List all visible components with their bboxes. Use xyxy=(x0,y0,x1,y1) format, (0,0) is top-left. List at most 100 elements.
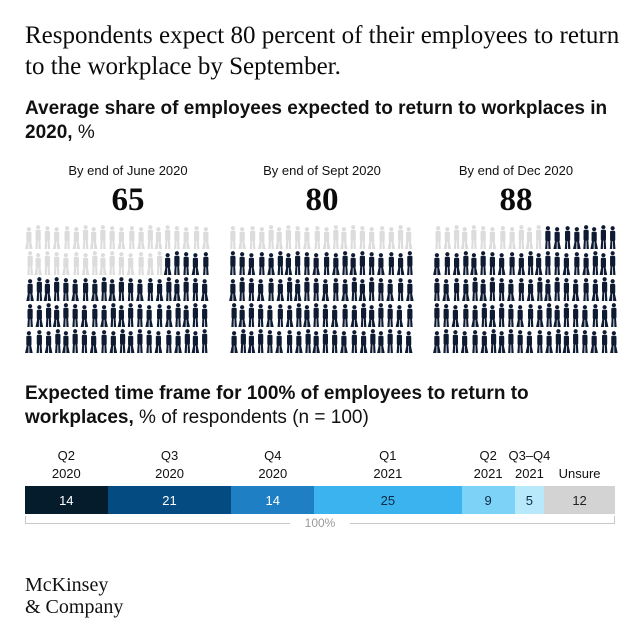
person-figure xyxy=(407,251,413,275)
person-figure xyxy=(462,279,470,301)
person-figure xyxy=(453,278,460,301)
person-figure xyxy=(331,330,338,353)
person-figure xyxy=(238,305,246,327)
person-figure xyxy=(166,277,172,301)
person-figure xyxy=(284,253,293,275)
person-figure xyxy=(147,225,154,249)
person-figure xyxy=(517,330,523,353)
person-figure xyxy=(174,226,180,249)
person-figure xyxy=(351,330,358,353)
person-figure xyxy=(592,251,599,275)
person-figure xyxy=(525,331,534,353)
person-figure xyxy=(249,226,256,249)
person-figure xyxy=(247,331,256,353)
person-figure xyxy=(155,279,164,301)
person-figure xyxy=(43,279,52,301)
person-figure xyxy=(397,225,404,249)
person-figure xyxy=(239,277,245,301)
person-figure xyxy=(156,251,163,275)
person-figure xyxy=(36,277,43,301)
person-figure xyxy=(286,330,293,353)
person-figure xyxy=(72,304,78,327)
logo-line-2: & Company xyxy=(25,596,124,618)
person-figure xyxy=(367,305,376,327)
person-figure xyxy=(368,277,375,301)
mckinsey-logo: McKinsey & Company xyxy=(25,574,123,618)
person-figure xyxy=(285,305,294,327)
person-figure xyxy=(536,305,544,327)
person-figure xyxy=(451,305,460,327)
person-figure xyxy=(350,225,356,249)
person-figure xyxy=(574,252,580,275)
bar-segment: 21 xyxy=(107,486,232,514)
person-figure xyxy=(460,227,469,249)
person-figure xyxy=(304,252,310,275)
person-figure xyxy=(488,305,497,327)
person-figure xyxy=(600,305,609,327)
person-figure xyxy=(525,227,534,249)
category-label: Q2 2021 xyxy=(474,447,503,483)
person-figure xyxy=(500,226,506,249)
person-figure xyxy=(545,251,551,275)
person-figure xyxy=(481,303,488,327)
category-label: Q2 2020 xyxy=(52,447,81,483)
person-figure xyxy=(498,278,505,301)
person-figure xyxy=(91,279,99,301)
person-figure xyxy=(608,279,617,301)
person-figure xyxy=(313,303,319,327)
category-label-line2: Unsure xyxy=(558,466,601,481)
person-figure xyxy=(434,278,440,301)
person-figure xyxy=(563,278,570,301)
person-figure xyxy=(444,252,451,275)
person-figure xyxy=(52,305,61,327)
column-label: By end of Sept 2020 xyxy=(263,163,381,178)
person-figure xyxy=(601,277,608,301)
person-figure xyxy=(53,252,60,275)
person-figure xyxy=(535,225,542,249)
person-figure xyxy=(563,303,570,327)
person-figure xyxy=(507,279,515,301)
person-figure xyxy=(146,330,152,353)
person-figure xyxy=(601,330,608,353)
person-figure xyxy=(397,278,404,301)
person-figure xyxy=(516,305,524,327)
person-figure xyxy=(118,277,125,301)
person-figure xyxy=(359,331,368,353)
person-figure xyxy=(55,329,61,353)
person-figure xyxy=(275,331,283,353)
person-figure xyxy=(63,303,69,327)
person-figure xyxy=(82,225,89,249)
person-figure xyxy=(517,253,526,275)
person-figure xyxy=(508,329,514,353)
person-figure xyxy=(321,279,330,301)
person-figure xyxy=(564,226,571,249)
person-figure xyxy=(452,253,461,275)
person-figure xyxy=(303,227,311,249)
person-figure xyxy=(562,253,571,275)
person-figure xyxy=(34,253,42,275)
person-figure xyxy=(294,251,301,275)
person-figure xyxy=(518,278,525,301)
person-figure xyxy=(257,304,264,327)
person-figure xyxy=(25,227,33,249)
person-figure xyxy=(26,279,34,301)
person-figure xyxy=(146,253,155,275)
person-figure xyxy=(463,304,469,327)
person-figure xyxy=(25,331,33,353)
category-label: Q1 2021 xyxy=(373,447,402,483)
person-figure xyxy=(119,329,126,353)
person-figure xyxy=(201,329,208,353)
person-figure xyxy=(314,226,321,249)
person-figure xyxy=(471,305,479,327)
person-figure xyxy=(472,330,478,353)
person-figure xyxy=(110,303,117,327)
person-figure xyxy=(342,304,348,327)
person-figure xyxy=(182,227,190,249)
person-figure xyxy=(388,252,395,275)
person-figure xyxy=(497,253,506,275)
category-label-line1: Q1 xyxy=(379,448,397,463)
person-figure xyxy=(117,227,126,249)
total-label: 100% xyxy=(290,516,350,530)
person-figure xyxy=(72,329,78,353)
person-figure xyxy=(286,277,293,301)
